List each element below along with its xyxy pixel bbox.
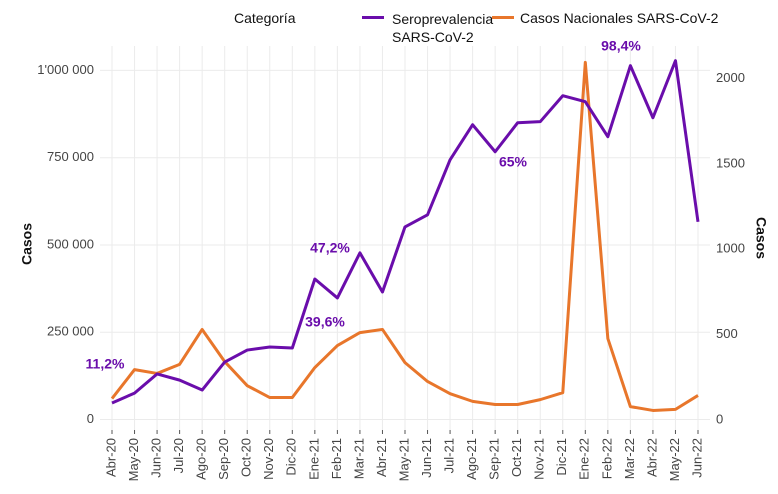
annotation: 47,2% bbox=[310, 240, 350, 256]
x-tick-label: Oct-21 bbox=[509, 438, 524, 477]
x-tick-label: May-22 bbox=[667, 438, 682, 481]
legend-title: Categoría bbox=[234, 10, 296, 26]
x-tick-label: Ene-21 bbox=[306, 438, 321, 480]
y2-axis-label: Casos bbox=[753, 217, 769, 259]
x-tick-label: Dic-20 bbox=[284, 438, 299, 476]
annotation: 39,6% bbox=[305, 314, 345, 330]
x-tick-label: Abr-22 bbox=[644, 438, 659, 477]
x-tick-label: Jun-22 bbox=[689, 438, 704, 478]
y-axis-label: Casos bbox=[19, 223, 35, 265]
legend-swatch bbox=[492, 16, 514, 19]
x-tick-label: Mar-21 bbox=[351, 438, 366, 479]
annotation: 11,2% bbox=[86, 356, 125, 372]
x-tick-label: Feb-21 bbox=[329, 438, 344, 479]
x-tick-label: Nov-20 bbox=[261, 438, 276, 480]
y2-tick-label: 500 bbox=[716, 326, 738, 341]
annotation: 65% bbox=[499, 154, 528, 170]
legend-label: Casos Nacionales SARS-CoV-2 bbox=[520, 10, 719, 26]
legend-label: Seroprevalencia SARS-CoV-2 bbox=[392, 11, 494, 45]
x-tick-label: Jun-20 bbox=[149, 438, 164, 478]
x-tick-label: May-20 bbox=[126, 438, 141, 481]
x-tick-label: Sep-21 bbox=[487, 438, 502, 480]
x-tick-label: Ago-20 bbox=[194, 438, 209, 480]
x-tick-label: Sep-20 bbox=[216, 438, 231, 480]
annotation: 98,4% bbox=[601, 38, 641, 54]
legend-swatch bbox=[362, 16, 384, 19]
x-tick-label: Nov-21 bbox=[532, 438, 547, 480]
y2-tick-label: 1000 bbox=[716, 241, 745, 256]
y-tick-label: 750 000 bbox=[47, 149, 94, 164]
series-line bbox=[111, 59, 700, 405]
y2-tick-label: 2000 bbox=[716, 70, 745, 85]
x-tick-label: Dic-21 bbox=[554, 438, 569, 476]
series-line bbox=[110, 60, 699, 412]
x-tick-label: May-21 bbox=[396, 438, 411, 481]
y-tick-label: 0 bbox=[87, 411, 94, 426]
y2-tick-label: 1500 bbox=[716, 155, 745, 170]
x-tick-label: Jun-21 bbox=[419, 438, 434, 478]
y-tick-label: 250 000 bbox=[47, 324, 94, 339]
x-tick-label: Abr-21 bbox=[374, 438, 389, 477]
x-tick-label: Feb-22 bbox=[599, 438, 614, 479]
y2-tick-label: 0 bbox=[716, 412, 723, 427]
y-tick-label: 1'000 000 bbox=[37, 62, 94, 77]
x-tick-label: Abr-20 bbox=[103, 438, 118, 477]
x-tick-label: Jul-20 bbox=[171, 438, 186, 473]
x-tick-label: Mar-22 bbox=[622, 438, 637, 479]
y-tick-label: 500 000 bbox=[47, 236, 94, 251]
x-tick-label: Ago-21 bbox=[464, 438, 479, 480]
x-tick-label: Jul-21 bbox=[442, 438, 457, 473]
x-tick-label: Ene-22 bbox=[577, 438, 592, 480]
x-tick-label: Oct-20 bbox=[239, 438, 254, 477]
